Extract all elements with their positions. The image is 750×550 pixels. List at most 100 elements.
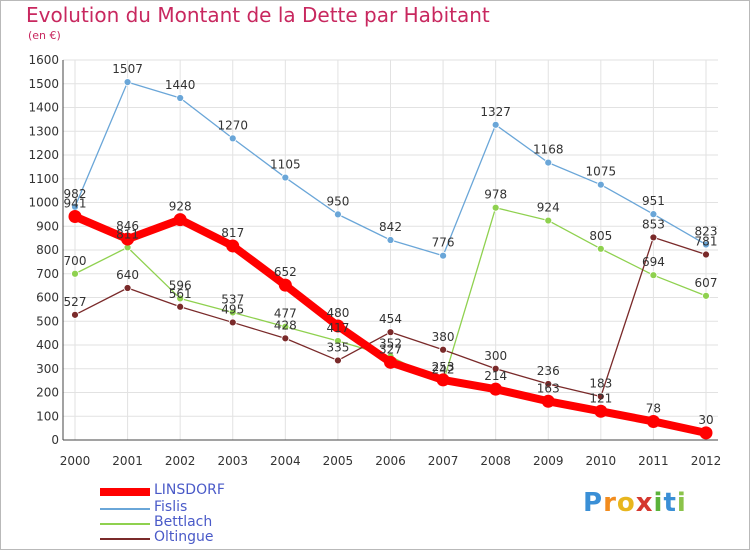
data-label: 236 (537, 364, 560, 378)
data-point (594, 404, 608, 418)
data-label: 817 (221, 226, 244, 240)
y-tick-label: 900 (36, 219, 59, 233)
proxiti-logo: Proxiti (583, 488, 687, 518)
data-point (596, 180, 605, 189)
data-label: 941 (64, 197, 87, 211)
y-tick-label: 1000 (28, 196, 59, 210)
chart-subtitle: (en €) (28, 29, 61, 42)
x-tick-label: 2009 (533, 454, 564, 468)
legend-label: Oltingue (154, 529, 214, 545)
y-tick-label: 1500 (28, 77, 59, 91)
y-tick-label: 0 (51, 433, 59, 447)
data-label: 253 (432, 360, 455, 374)
x-tick-label: 2000 (60, 454, 91, 468)
data-point (71, 269, 79, 278)
data-point (489, 382, 503, 396)
y-tick-label: 500 (36, 314, 59, 328)
data-point (646, 414, 660, 428)
data-label: 652 (274, 265, 297, 279)
data-point (334, 210, 342, 219)
x-tick-label: 2002 (165, 454, 196, 468)
legend-label: LINSDORF (154, 482, 225, 498)
data-point (334, 356, 342, 365)
x-tick-label: 2011 (638, 454, 669, 468)
data-point (123, 284, 132, 292)
data-label: 596 (169, 278, 192, 292)
data-label: 1327 (480, 105, 511, 119)
data-label: 781 (695, 235, 718, 249)
y-tick-label: 200 (36, 386, 59, 400)
data-point (228, 134, 237, 143)
y-tick-label: 1300 (28, 124, 59, 138)
data-point (439, 345, 447, 354)
data-point (281, 334, 290, 343)
data-label: 121 (589, 391, 612, 405)
data-label: 823 (695, 225, 718, 239)
data-label: 477 (274, 307, 297, 321)
data-point (436, 373, 450, 387)
x-tick-label: 2007 (428, 454, 459, 468)
x-tick-label: 2010 (586, 454, 617, 468)
y-tick-label: 400 (36, 338, 59, 352)
data-label: 30 (698, 413, 713, 427)
x-tick-label: 2003 (217, 454, 248, 468)
data-label: 846 (116, 219, 139, 233)
x-tick-label: 2001 (112, 454, 143, 468)
y-tick-label: 1200 (28, 148, 59, 162)
data-label: 1270 (217, 118, 248, 132)
data-label: 842 (379, 220, 402, 234)
data-point (228, 308, 237, 317)
y-tick-label: 1400 (28, 101, 59, 115)
y-tick-label: 100 (36, 409, 59, 423)
y-tick-label: 700 (36, 267, 59, 281)
data-label: 183 (589, 377, 612, 391)
data-point (123, 78, 132, 86)
data-label: 454 (379, 312, 402, 326)
data-point (384, 355, 397, 369)
y-tick-label: 1100 (28, 172, 59, 186)
data-label: 78 (646, 401, 661, 415)
y-tick-label: 600 (36, 291, 59, 305)
data-label: 982 (64, 187, 87, 201)
data-point (702, 291, 710, 300)
data-label: 805 (589, 229, 612, 243)
data-label: 495 (221, 302, 244, 316)
legend-item-bettlach: Bettlach (100, 514, 300, 531)
legend-label: Fislis (154, 499, 188, 515)
data-label: 537 (221, 292, 244, 306)
data-point (226, 239, 240, 253)
legend-swatch-bettlach (100, 523, 150, 525)
data-label: 1075 (586, 165, 617, 179)
data-label: 978 (484, 188, 507, 202)
data-label: 335 (326, 340, 349, 354)
x-tick-label: 2006 (375, 454, 406, 468)
legend-swatch-fislis (100, 508, 150, 510)
data-point (596, 244, 605, 253)
x-tick-label: 2005 (323, 454, 354, 468)
data-point (228, 318, 237, 327)
data-point (702, 250, 710, 259)
data-label: 694 (642, 255, 665, 269)
data-point (281, 322, 290, 331)
data-label: 163 (537, 381, 560, 395)
y-tick-label: 300 (36, 362, 59, 376)
y-tick-label: 800 (36, 243, 59, 257)
data-label: 700 (64, 254, 87, 268)
data-label: 924 (537, 201, 560, 215)
data-label: 1105 (270, 158, 301, 172)
data-label: 811 (116, 227, 139, 241)
data-label: 776 (432, 236, 455, 250)
x-tick-label: 2008 (480, 454, 511, 468)
data-point (596, 392, 605, 401)
data-point (544, 380, 553, 388)
legend-label: Bettlach (154, 514, 213, 530)
data-point (176, 302, 185, 311)
data-label: 853 (642, 217, 665, 231)
data-label: 380 (432, 330, 455, 344)
data-label: 607 (695, 276, 718, 290)
data-point (176, 94, 185, 102)
data-point (544, 158, 553, 167)
data-label: 950 (326, 194, 349, 208)
legend-item-oltingue: Oltingue (100, 529, 300, 546)
